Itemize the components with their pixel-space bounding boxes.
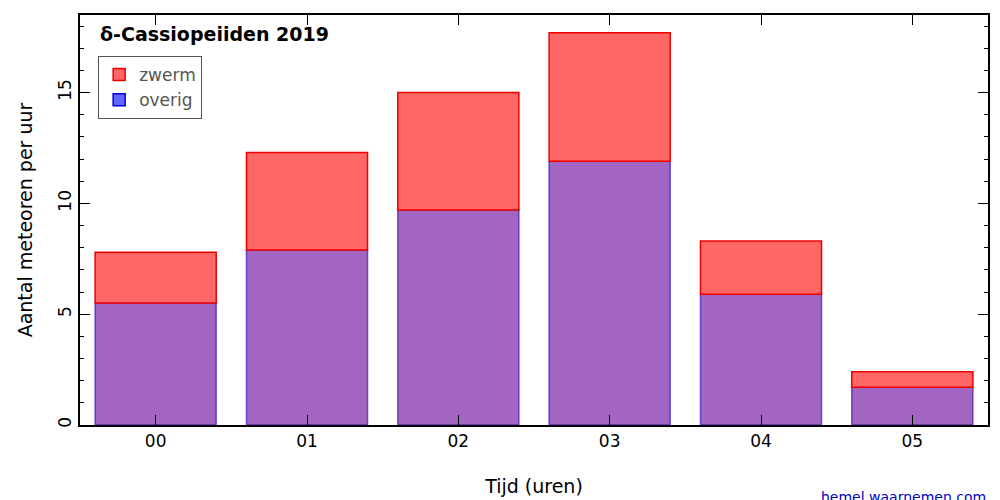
svg-text:10: 10	[55, 190, 75, 212]
svg-text:5: 5	[55, 306, 75, 317]
svg-text:04: 04	[750, 431, 772, 451]
svg-text:15: 15	[55, 79, 75, 101]
svg-text:0: 0	[55, 417, 75, 428]
svg-text:δ-Cassiopeiiden 2019: δ-Cassiopeiiden 2019	[100, 23, 329, 45]
svg-text:03: 03	[599, 431, 621, 451]
svg-text:hemel.waarnemen.com: hemel.waarnemen.com	[821, 489, 986, 500]
svg-text:00: 00	[145, 431, 167, 451]
svg-text:overig: overig	[139, 90, 192, 110]
svg-text:02: 02	[448, 431, 470, 451]
svg-text:05: 05	[902, 431, 924, 451]
svg-text:01: 01	[296, 431, 318, 451]
svg-text:Tijd (uren): Tijd (uren)	[484, 475, 583, 497]
svg-text:Aantal meteoren per uur: Aantal meteoren per uur	[14, 102, 36, 337]
svg-text:zwerm: zwerm	[139, 65, 196, 85]
